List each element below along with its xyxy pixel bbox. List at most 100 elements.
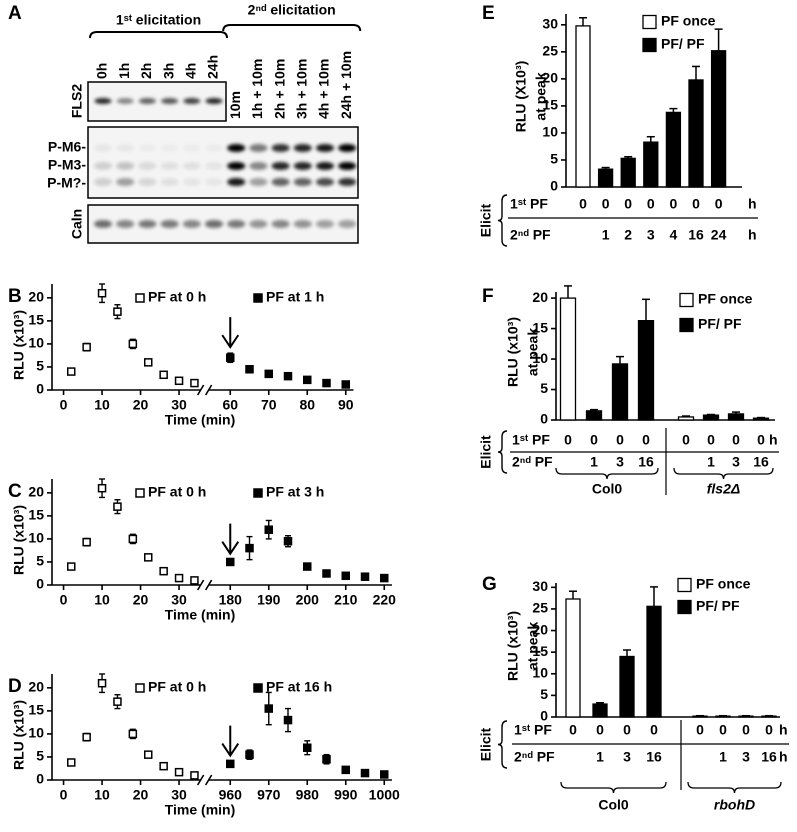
legend-label: PF/ PF <box>661 36 705 52</box>
legend-label: PF at 1 h <box>266 289 324 305</box>
y-axis-label: RLU (X10³) <box>513 61 529 133</box>
x-axis-label: Time (min) <box>165 412 236 428</box>
blot-row-label: P-M?- <box>47 175 86 191</box>
table-cell: 0 <box>602 196 610 212</box>
table-cell: 0 <box>564 432 572 448</box>
table-cell: 0 <box>624 196 632 212</box>
blot-band <box>138 144 156 152</box>
table-cell: 16 <box>688 227 704 243</box>
blot-band <box>138 220 157 228</box>
marker <box>190 771 199 780</box>
marker <box>159 370 168 380</box>
marker <box>174 376 184 386</box>
group-label: Col0 <box>598 797 629 813</box>
marker <box>113 697 122 706</box>
panel-label: E <box>482 3 495 24</box>
blot-band <box>338 162 357 170</box>
marker <box>245 750 254 759</box>
x-tick-label: 10 <box>94 592 110 608</box>
y-tick-label: 10 <box>542 124 558 140</box>
blot-band <box>271 178 290 186</box>
group-brace <box>673 467 774 480</box>
axis-break <box>204 774 213 786</box>
blot-band <box>316 220 334 228</box>
marker <box>245 365 254 374</box>
blot-band <box>205 144 223 152</box>
lane-label: 24h + 10m <box>338 51 354 119</box>
arrow <box>221 523 240 556</box>
table-side-label: Elicit <box>478 203 494 237</box>
table-cell: 3 <box>742 749 750 765</box>
bracket <box>89 31 228 39</box>
marker <box>97 483 107 493</box>
lane-label: 4h <box>183 63 199 79</box>
bar <box>597 168 614 188</box>
x-tick-label: 20 <box>133 397 149 413</box>
marker <box>82 537 91 547</box>
blot-group-label: 1ˢᵗ elicitation <box>116 12 201 28</box>
x-tick-label: 20 <box>133 592 149 608</box>
blot-band <box>116 162 135 170</box>
unit-label: h <box>779 722 788 738</box>
blot-band <box>183 144 201 152</box>
bar <box>565 598 581 718</box>
table-cell: 3 <box>647 227 655 243</box>
y-tick-label: 5 <box>540 380 548 396</box>
y-axis-label: RLU (x10³) <box>505 611 521 681</box>
x-tick-label: 200 <box>296 592 320 608</box>
bar <box>643 141 659 188</box>
blot-band <box>94 98 112 104</box>
marker <box>113 307 122 316</box>
blot-band <box>249 220 268 228</box>
axis-break <box>196 774 205 786</box>
unit-label: h <box>779 749 788 765</box>
blot-band <box>94 178 112 186</box>
x-tick-label: 0 <box>60 787 68 803</box>
blot-band <box>138 178 157 186</box>
legend-label: PF once <box>661 13 716 29</box>
axis-break <box>196 384 205 396</box>
group-brace <box>687 781 782 794</box>
legend-marker <box>253 488 263 498</box>
blot-band <box>316 178 334 186</box>
x-tick-label: 20 <box>133 787 149 803</box>
y-tick-label: 10 <box>532 664 548 680</box>
y-tick-label: 5 <box>36 358 44 374</box>
blot-band <box>183 98 201 104</box>
table-cell: 3 <box>623 749 631 765</box>
x-tick-label: 990 <box>334 787 358 803</box>
table-cell: 0 <box>715 196 723 212</box>
brace <box>497 720 508 769</box>
table-cell: 0 <box>596 722 604 738</box>
y-tick-label: 5 <box>36 553 44 569</box>
unit-label: h <box>748 227 757 243</box>
x-tick-label: 80 <box>299 397 315 413</box>
marker <box>322 755 331 764</box>
legend-label: PF at 16 h <box>266 679 332 695</box>
x-tick-label: 970 <box>257 787 281 803</box>
row-label: 1ˢᵗ PF <box>512 432 550 448</box>
blot-band <box>94 162 112 170</box>
y-tick-label: 10 <box>532 350 548 366</box>
bar <box>592 703 608 718</box>
legend-label: PF/ PF <box>698 316 742 332</box>
blot-band <box>116 144 135 152</box>
blot-band <box>182 178 201 186</box>
table-cell: 16 <box>646 749 662 765</box>
table-cell: 16 <box>753 454 769 470</box>
legend-swatch <box>677 599 692 615</box>
table-cell: 0 <box>642 432 650 448</box>
unit-label: h <box>748 196 757 212</box>
marker <box>283 536 293 546</box>
group-label: fls2Δ <box>707 481 741 497</box>
blot-band <box>249 162 268 170</box>
legend-label: PF/ PF <box>696 598 740 614</box>
blot-band <box>249 144 268 152</box>
blot-band <box>249 178 268 186</box>
marker <box>67 562 76 571</box>
lane-label: 10m <box>227 91 243 119</box>
legend-label: PF once <box>696 576 751 592</box>
x-tick-label: 1000 <box>369 787 400 803</box>
marker <box>97 288 107 298</box>
y-tick-label: 20 <box>542 70 558 86</box>
